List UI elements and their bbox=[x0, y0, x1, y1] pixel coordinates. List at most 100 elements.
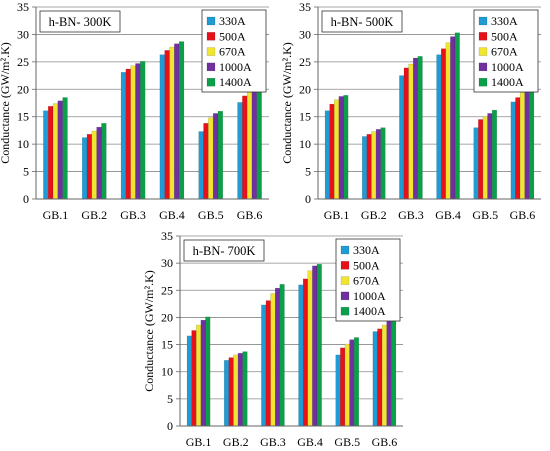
bar-1000A-GB.4 bbox=[174, 43, 180, 200]
bar-1000A-GB.4 bbox=[450, 36, 456, 200]
legend-label-500A: 500A bbox=[491, 29, 518, 43]
bar-330A-GB.6 bbox=[237, 102, 243, 200]
x-tick-label: GB.1 bbox=[324, 208, 350, 222]
y-tick-label: 10 bbox=[17, 137, 29, 151]
legend-swatch-1400A bbox=[340, 307, 350, 316]
bar-1400A-GB.1 bbox=[343, 95, 349, 200]
chart-title: h-BN- 300K bbox=[49, 15, 112, 29]
chart-panel-2: 0 5 10 15 20 25 30 35 GB.1 GB.2 GB.3 GB.4 GB.5 GB.6 Co… bbox=[280, 0, 541, 222]
bar-670A-GB.6 bbox=[381, 324, 387, 427]
legend-swatch-500A bbox=[478, 32, 488, 41]
y-axis-label: Conductance (GW/m².K) bbox=[142, 270, 156, 392]
legend-swatch-500A bbox=[206, 32, 216, 41]
legend-swatch-1000A bbox=[340, 291, 350, 301]
chart-title-box bbox=[39, 10, 121, 33]
bar-1400A-GB.3 bbox=[417, 56, 423, 200]
x-tick-label: GB.5 bbox=[334, 435, 360, 449]
bar-670A-GB.2 bbox=[371, 131, 377, 200]
bar-1000A-GB.3 bbox=[413, 57, 419, 200]
bar-500A-GB.1 bbox=[47, 106, 54, 200]
bar-1000A-GB.2 bbox=[237, 353, 243, 427]
y-tick-label: 30 bbox=[299, 27, 311, 41]
bar-1400A-GB.3 bbox=[279, 284, 285, 427]
bar-1400A-GB.1 bbox=[205, 316, 211, 427]
bar-330A-GB.2 bbox=[362, 136, 368, 200]
bar-330A-GB.4 bbox=[298, 284, 304, 427]
bar-330A-GB.5 bbox=[198, 131, 204, 200]
bar-500A-GB.5 bbox=[478, 119, 484, 200]
bar-1000A-GB.1 bbox=[57, 100, 63, 200]
bar-1400A-GB.2 bbox=[242, 351, 248, 427]
bar-330A-GB.5 bbox=[473, 127, 479, 200]
y-tick-label: 5 bbox=[23, 165, 29, 179]
legend-swatch-500A bbox=[340, 261, 350, 270]
bar-1400A-GB.6 bbox=[529, 85, 535, 200]
legend-swatch-670A bbox=[206, 47, 216, 56]
legend-swatch-330A bbox=[206, 16, 216, 26]
x-tick-label: GB.6 bbox=[510, 208, 536, 222]
x-tick-label: GB.2 bbox=[81, 208, 107, 222]
y-tick-label: 30 bbox=[17, 27, 29, 41]
bar-1000A-GB.5 bbox=[349, 339, 355, 427]
bar-500A-GB.5 bbox=[340, 347, 346, 427]
y-tick-label: 15 bbox=[17, 110, 29, 124]
y-tick-label: 20 bbox=[299, 82, 311, 96]
x-tick-label: GB.1 bbox=[186, 435, 212, 449]
bar-500A-GB.6 bbox=[377, 328, 383, 427]
bar-1000A-GB.6 bbox=[386, 319, 392, 427]
bar-330A-GB.2 bbox=[82, 137, 88, 200]
y-tick-label: 0 bbox=[305, 192, 311, 206]
legend-swatch-1000A bbox=[206, 62, 216, 72]
bar-500A-GB.6 bbox=[242, 95, 248, 200]
bar-670A-GB.6 bbox=[246, 91, 253, 200]
y-axis-label: Conductance (GW/m².K) bbox=[0, 42, 12, 164]
x-tick-label: GB.3 bbox=[120, 208, 146, 222]
bar-330A-GB.4 bbox=[159, 54, 165, 200]
bar-330A-GB.3 bbox=[261, 304, 267, 427]
x-tick-label: GB.4 bbox=[435, 208, 461, 222]
y-tick-label: 35 bbox=[299, 0, 311, 14]
x-tick-label: GB.6 bbox=[372, 435, 398, 449]
y-axis-label: Conductance (GW/m².K) bbox=[280, 42, 294, 164]
y-tick-label: 25 bbox=[161, 283, 173, 297]
legend-label-1400A: 1400A bbox=[491, 75, 524, 89]
bar-330A-GB.2 bbox=[224, 360, 230, 427]
legend-swatch-1400A bbox=[478, 77, 488, 87]
bar-500A-GB.4 bbox=[440, 48, 446, 200]
bar-500A-GB.2 bbox=[228, 357, 234, 427]
bar-670A-GB.4 bbox=[445, 42, 451, 200]
bar-670A-GB.3 bbox=[130, 65, 136, 200]
bar-330A-GB.3 bbox=[120, 72, 127, 200]
bar-1400A-GB.6 bbox=[256, 88, 262, 200]
legend-label-670A: 670A bbox=[353, 274, 380, 288]
bar-1000A-GB.3 bbox=[135, 63, 141, 200]
bar-330A-GB.4 bbox=[436, 54, 442, 200]
legend-label-330A: 330A bbox=[353, 243, 380, 257]
bar-500A-GB.2 bbox=[86, 134, 93, 200]
x-tick-label: GB.1 bbox=[43, 208, 69, 222]
bar-500A-GB.4 bbox=[302, 278, 308, 427]
bar-500A-GB.4 bbox=[164, 50, 170, 200]
legend-swatch-330A bbox=[478, 16, 488, 26]
bar-1000A-GB.6 bbox=[251, 89, 258, 200]
bar-330A-GB.6 bbox=[510, 101, 516, 200]
bar-1400A-GB.2 bbox=[101, 123, 107, 200]
chart-title-box bbox=[183, 239, 265, 262]
bar-330A-GB.1 bbox=[43, 110, 49, 200]
y-tick-label: 35 bbox=[161, 229, 173, 243]
bar-1000A-GB.2 bbox=[96, 126, 102, 200]
legend-label-1000A: 1000A bbox=[353, 289, 386, 303]
bar-1400A-GB.5 bbox=[491, 109, 497, 200]
bar-330A-GB.1 bbox=[186, 335, 192, 427]
legend-label-500A: 500A bbox=[353, 258, 380, 272]
bar-1400A-GB.3 bbox=[140, 61, 146, 200]
legend-swatch-330A bbox=[340, 245, 350, 255]
legend-swatch-670A bbox=[478, 47, 488, 56]
bar-500A-GB.3 bbox=[265, 300, 271, 427]
bar-500A-GB.2 bbox=[366, 134, 372, 200]
bar-500A-GB.1 bbox=[329, 103, 335, 200]
bar-1000A-GB.6 bbox=[524, 89, 530, 200]
chart-title-box bbox=[321, 10, 403, 33]
legend-label-1400A: 1400A bbox=[219, 75, 252, 89]
